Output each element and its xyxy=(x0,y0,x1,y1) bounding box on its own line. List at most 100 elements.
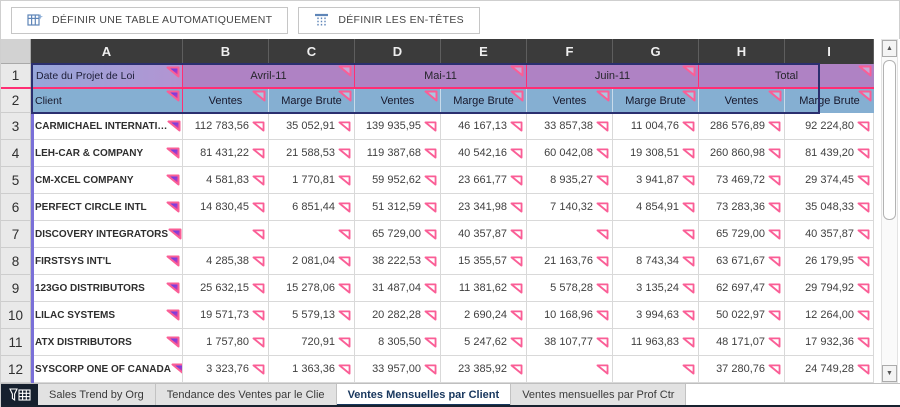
row-header[interactable]: 6 xyxy=(1,194,31,221)
value-cell[interactable]: 38 222,53 xyxy=(355,248,441,275)
value-cell[interactable]: 15 278,06 xyxy=(269,275,355,302)
define-headers-button[interactable]: DÉFINIR LES EN-TÊTES xyxy=(298,6,480,34)
row-header[interactable]: 2 xyxy=(1,89,31,113)
value-cell[interactable] xyxy=(527,221,613,248)
value-cell[interactable]: 37 280,76 xyxy=(699,356,785,383)
value-cell[interactable]: 73 469,72 xyxy=(699,167,785,194)
value-cell[interactable]: 23 341,98 xyxy=(441,194,527,221)
value-cell[interactable]: 260 860,98 xyxy=(699,140,785,167)
value-cell[interactable]: 11 381,62 xyxy=(441,275,527,302)
measure-header-cell[interactable]: Marge Brute xyxy=(441,89,527,113)
measure-header-cell[interactable]: Marge Brute xyxy=(613,89,699,113)
vertical-scrollbar[interactable]: ▲ ▼ xyxy=(881,39,898,383)
scrollbar-track[interactable] xyxy=(882,57,897,365)
value-cell[interactable]: 2 690,24 xyxy=(441,302,527,329)
value-cell[interactable]: 119 387,68 xyxy=(355,140,441,167)
scroll-down-button[interactable]: ▼ xyxy=(882,365,897,382)
value-cell[interactable]: 10 168,96 xyxy=(527,302,613,329)
value-cell[interactable]: 48 171,07 xyxy=(699,329,785,356)
value-cell[interactable]: 1 770,81 xyxy=(269,167,355,194)
value-cell[interactable]: 5 579,13 xyxy=(269,302,355,329)
row-header[interactable]: 4 xyxy=(1,140,31,167)
value-cell[interactable]: 40 357,87 xyxy=(785,221,874,248)
value-cell[interactable]: 6 851,44 xyxy=(269,194,355,221)
value-cell[interactable]: 8 743,34 xyxy=(613,248,699,275)
client-header-cell[interactable]: Client xyxy=(31,89,183,113)
value-cell[interactable]: 81 431,22 xyxy=(183,140,269,167)
value-cell[interactable]: 3 994,63 xyxy=(613,302,699,329)
value-cell[interactable]: 3 323,76 xyxy=(183,356,269,383)
value-cell[interactable]: 19 308,51 xyxy=(613,140,699,167)
value-cell[interactable]: 720,91 xyxy=(269,329,355,356)
sheet-tab[interactable]: Sales Trend by Org xyxy=(38,384,156,406)
row-header[interactable]: 5 xyxy=(1,167,31,194)
row-header[interactable]: 1 xyxy=(1,64,31,87)
sheet-tab[interactable]: Tendance des Ventes par le Clie xyxy=(155,384,337,406)
client-cell[interactable]: DISCOVERY INTEGRATORS xyxy=(31,221,183,248)
value-cell[interactable]: 35 048,33 xyxy=(785,194,874,221)
value-cell[interactable]: 21 163,76 xyxy=(527,248,613,275)
value-cell[interactable]: 19 571,73 xyxy=(183,302,269,329)
value-cell[interactable]: 25 632,15 xyxy=(183,275,269,302)
value-cell[interactable] xyxy=(269,221,355,248)
value-cell[interactable]: 73 283,36 xyxy=(699,194,785,221)
value-cell[interactable]: 59 952,62 xyxy=(355,167,441,194)
row-header[interactable]: 3 xyxy=(1,113,31,140)
value-cell[interactable]: 29 374,45 xyxy=(785,167,874,194)
row-header[interactable]: 10 xyxy=(1,302,31,329)
value-cell[interactable]: 31 487,04 xyxy=(355,275,441,302)
value-cell[interactable] xyxy=(527,356,613,383)
value-cell[interactable]: 60 042,08 xyxy=(527,140,613,167)
value-cell[interactable]: 1 363,36 xyxy=(269,356,355,383)
client-cell[interactable]: 123GO DISTRIBUTORS xyxy=(31,275,183,302)
value-cell[interactable]: 4 285,38 xyxy=(183,248,269,275)
value-cell[interactable]: 286 576,89 xyxy=(699,113,785,140)
row-header[interactable]: 9 xyxy=(1,275,31,302)
measure-header-cell[interactable]: Ventes xyxy=(355,89,441,113)
value-cell[interactable]: 3 135,24 xyxy=(613,275,699,302)
value-cell[interactable]: 65 729,00 xyxy=(699,221,785,248)
client-cell[interactable]: FIRSTSYS INT'L xyxy=(31,248,183,275)
sheet-tab[interactable]: Ventes Mensuelles par Client xyxy=(336,384,512,406)
value-cell[interactable]: 21 588,53 xyxy=(269,140,355,167)
value-cell[interactable]: 29 794,92 xyxy=(785,275,874,302)
value-cell[interactable]: 8 305,50 xyxy=(355,329,441,356)
row-header[interactable]: 12 xyxy=(1,356,31,383)
value-cell[interactable]: 24 749,28 xyxy=(785,356,874,383)
column-header-a[interactable]: A xyxy=(31,39,183,64)
measure-header-cell[interactable]: Marge Brute xyxy=(785,89,874,113)
value-cell[interactable]: 50 022,97 xyxy=(699,302,785,329)
value-cell[interactable]: 33 957,00 xyxy=(355,356,441,383)
value-cell[interactable]: 63 671,67 xyxy=(699,248,785,275)
client-cell[interactable]: PERFECT CIRCLE INTL xyxy=(31,194,183,221)
value-cell[interactable]: 7 140,32 xyxy=(527,194,613,221)
column-header-b[interactable]: B xyxy=(183,39,269,64)
value-cell[interactable]: 40 542,16 xyxy=(441,140,527,167)
value-cell[interactable]: 139 935,95 xyxy=(355,113,441,140)
row-header[interactable]: 8 xyxy=(1,248,31,275)
value-cell[interactable] xyxy=(613,356,699,383)
value-cell[interactable]: 81 439,20 xyxy=(785,140,874,167)
value-cell[interactable]: 11 004,76 xyxy=(613,113,699,140)
value-cell[interactable]: 112 783,56 xyxy=(183,113,269,140)
value-cell[interactable]: 2 081,04 xyxy=(269,248,355,275)
column-header-d[interactable]: D xyxy=(355,39,441,64)
client-cell[interactable]: ATX DISTRIBUTORS xyxy=(31,329,183,356)
client-cell[interactable]: CARMICHAEL INTERNATI… xyxy=(31,113,183,140)
filter-table-tile[interactable] xyxy=(1,384,38,406)
value-cell[interactable] xyxy=(613,221,699,248)
title-cell[interactable]: Date du Projet de Loi xyxy=(31,64,183,87)
column-header-f[interactable]: F xyxy=(527,39,613,64)
value-cell[interactable]: 5 578,28 xyxy=(527,275,613,302)
sheet-tab[interactable]: Ventes mensuelles par Prof Ctr xyxy=(511,384,687,406)
value-cell[interactable]: 26 179,95 xyxy=(785,248,874,275)
scroll-up-button[interactable]: ▲ xyxy=(882,40,897,57)
value-cell[interactable]: 23 661,77 xyxy=(441,167,527,194)
value-cell[interactable]: 20 282,28 xyxy=(355,302,441,329)
column-header-e[interactable]: E xyxy=(441,39,527,64)
row-header[interactable]: 7 xyxy=(1,221,31,248)
value-cell[interactable]: 14 830,45 xyxy=(183,194,269,221)
value-cell[interactable]: 17 932,36 xyxy=(785,329,874,356)
select-all-corner[interactable] xyxy=(1,39,31,64)
value-cell[interactable]: 15 355,57 xyxy=(441,248,527,275)
